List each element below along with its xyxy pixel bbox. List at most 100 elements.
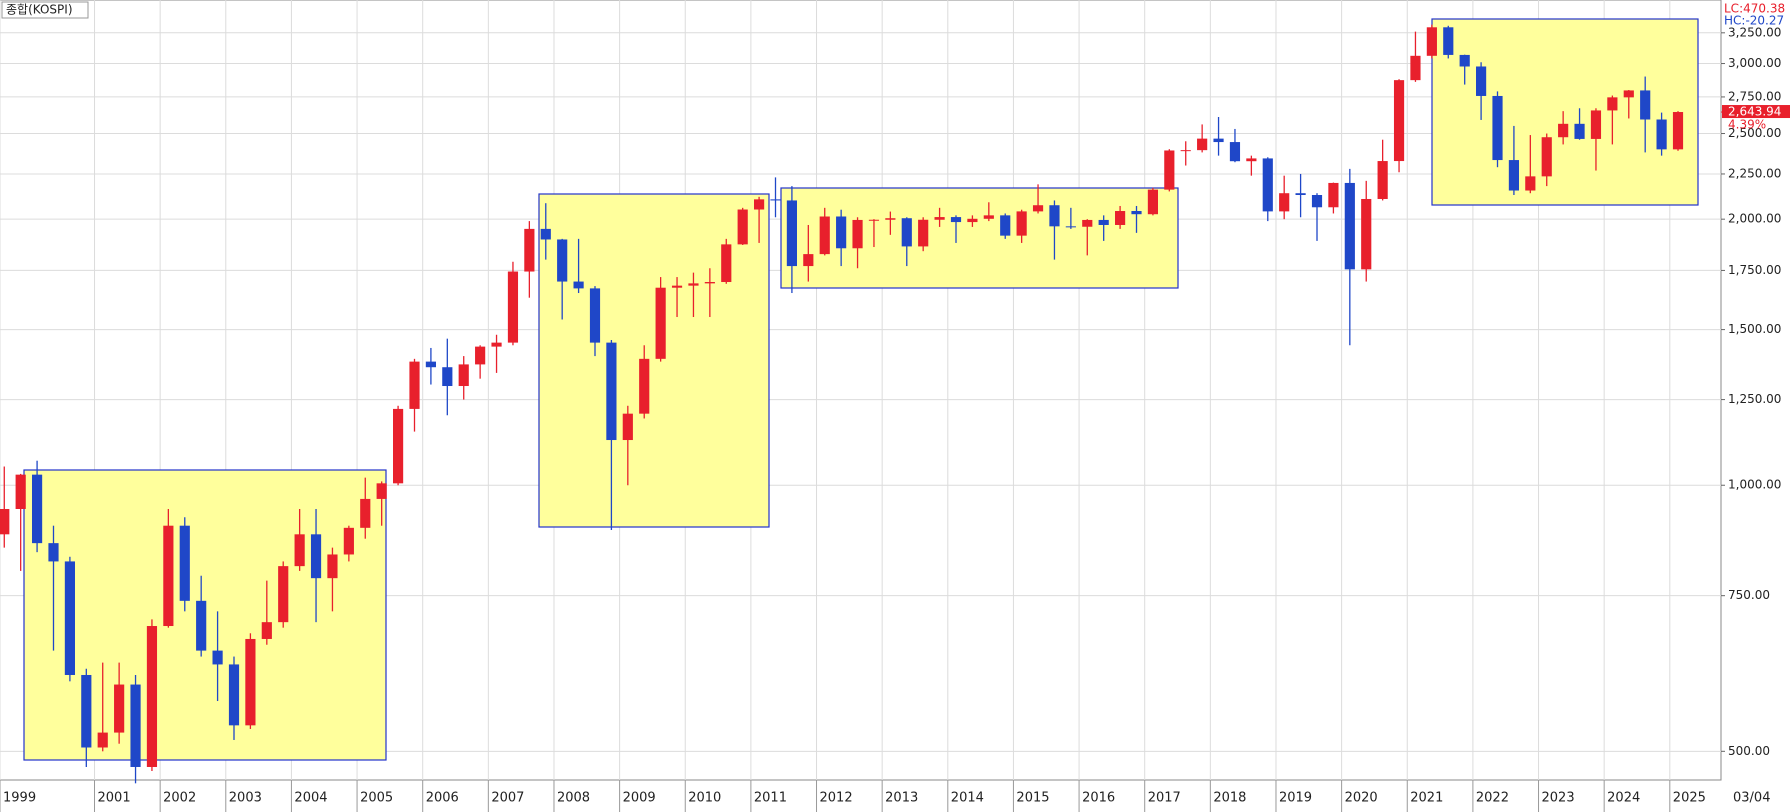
candle-body <box>245 638 256 726</box>
candle-body <box>557 239 568 282</box>
x-tick-label: 2012 <box>820 791 853 806</box>
y-tick-label: 1,000.00 <box>1728 478 1781 492</box>
candle-body <box>343 527 354 555</box>
candle-body <box>1246 158 1257 162</box>
candle-body <box>64 561 75 675</box>
candle-body <box>31 474 43 544</box>
last-price-tag <box>1722 105 1790 119</box>
candle-body <box>491 342 502 347</box>
x-tick-label: 2009 <box>623 791 656 806</box>
candle-body <box>540 228 551 240</box>
candle-body <box>1492 95 1503 161</box>
candle-body <box>442 367 453 387</box>
x-tick-label: 2024 <box>1607 791 1640 806</box>
candle-body <box>671 285 683 288</box>
candle-body <box>409 361 420 409</box>
candle-body <box>819 216 830 255</box>
candle-body <box>1147 189 1158 215</box>
candle-body <box>0 508 10 535</box>
candle-body <box>754 199 765 210</box>
highlight-boxes <box>23 18 1699 761</box>
last-change: 4.39% <box>1728 118 1766 132</box>
candle-body <box>622 413 633 441</box>
candle-body <box>1115 211 1126 225</box>
chart-title: 종합(KOSPI) <box>6 3 73 17</box>
candle-body <box>1541 137 1552 177</box>
candle-body <box>1640 90 1651 120</box>
candle-body <box>1262 158 1273 212</box>
candle-body <box>1049 205 1060 227</box>
candle-body <box>1065 226 1076 228</box>
candle-body <box>1590 110 1602 139</box>
y-tick-label: 3,000.00 <box>1728 56 1781 70</box>
candle-body <box>1164 150 1175 190</box>
candle-body <box>704 282 715 284</box>
x-tick-label: 1999 <box>3 791 36 806</box>
info-lc: LC:470.38 <box>1724 2 1785 16</box>
candle-body <box>163 525 174 627</box>
candle-body <box>1393 80 1405 162</box>
x-tick-label: 2004 <box>294 791 327 806</box>
candle-body <box>507 271 519 343</box>
x-tick-label: 2005 <box>360 791 393 806</box>
candle-body <box>1082 219 1093 227</box>
candle-body <box>1656 119 1667 150</box>
x-tick-label: 2003 <box>229 791 262 806</box>
candle-body <box>1098 219 1109 225</box>
candle-body <box>1426 27 1437 56</box>
candle-body <box>950 217 962 223</box>
x-tick-label: 2010 <box>688 791 721 806</box>
candle-body <box>1032 205 1044 212</box>
y-tick-label: 500.00 <box>1728 744 1770 758</box>
y-tick-label: 2,000.00 <box>1728 212 1781 226</box>
candle-body <box>868 219 880 221</box>
candle-body <box>146 626 158 767</box>
candle-body <box>1377 161 1388 199</box>
date-label: 03/04 <box>1733 791 1770 806</box>
y-tick-label: 1,250.00 <box>1728 392 1781 406</box>
candle-body <box>278 566 289 623</box>
candle-body <box>589 288 601 343</box>
candle-body <box>934 217 945 220</box>
candle-body <box>1180 150 1191 152</box>
candle-body <box>48 543 59 562</box>
candle-body <box>1476 66 1487 96</box>
candle-body <box>836 216 847 249</box>
candle-body <box>1574 123 1585 139</box>
candle-body <box>1410 55 1421 81</box>
x-tick-label: 2020 <box>1345 791 1378 806</box>
candle-body <box>770 199 781 201</box>
candle-body <box>294 534 305 567</box>
candle-body <box>196 600 207 651</box>
candle-body <box>360 498 371 528</box>
candle-body <box>425 361 436 368</box>
candle-body <box>327 554 338 579</box>
candle-body <box>475 346 486 365</box>
title-box <box>1 1 89 19</box>
candle-body <box>1607 97 1618 111</box>
candle-body <box>1443 27 1454 55</box>
x-tick-label: 2018 <box>1213 791 1246 806</box>
x-tick-label: 2025 <box>1673 791 1706 806</box>
y-tick-label: 1,500.00 <box>1728 322 1781 336</box>
candle-body <box>81 674 92 748</box>
last-price-label: 2,643.94 <box>1728 105 1781 119</box>
candle-body <box>1344 182 1355 270</box>
candle-body <box>967 218 978 223</box>
candle-body <box>1213 138 1224 143</box>
candle-body <box>885 218 896 220</box>
candle-body <box>1459 54 1470 67</box>
y-tick-label: 2,500.00 <box>1728 126 1781 140</box>
candle-body <box>179 525 190 601</box>
candle-body <box>376 483 387 499</box>
candle-body <box>114 684 125 733</box>
y-tick-label: 2,250.00 <box>1728 166 1781 180</box>
y-tick-label: 1,750.00 <box>1728 263 1781 277</box>
y-tick-label: 750.00 <box>1728 588 1770 602</box>
candle-body <box>721 244 732 283</box>
x-tick-label: 2001 <box>98 791 131 806</box>
x-tick-label: 2013 <box>885 791 918 806</box>
x-tick-label: 2019 <box>1279 791 1312 806</box>
candle-body <box>1558 123 1569 138</box>
